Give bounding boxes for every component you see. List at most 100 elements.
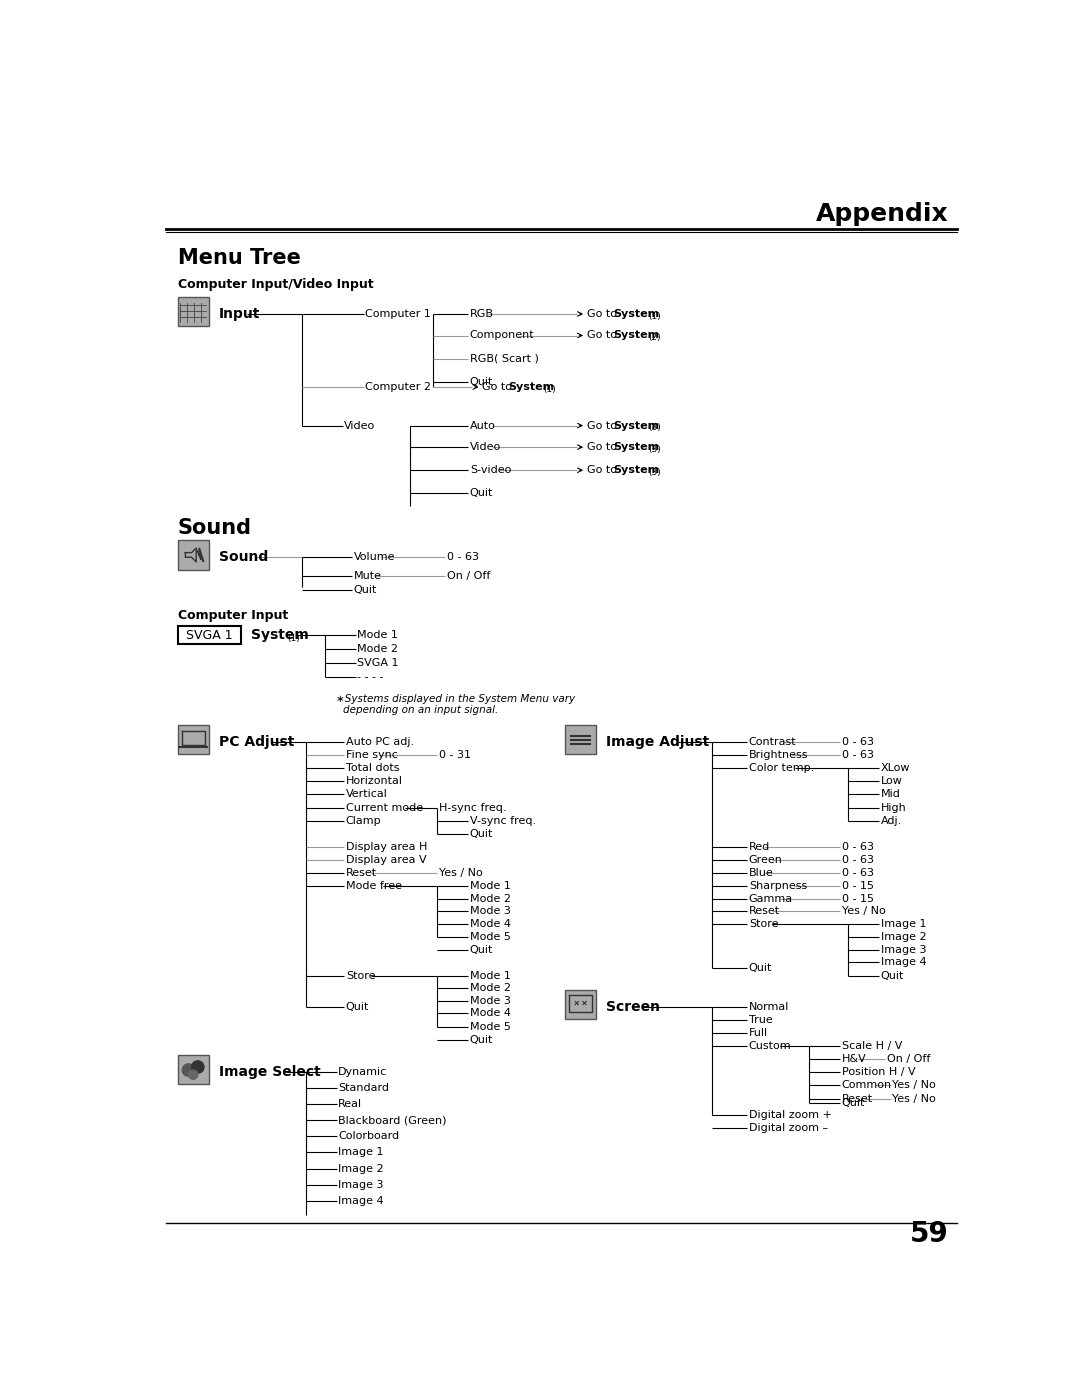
FancyBboxPatch shape	[177, 298, 208, 327]
Text: Scale H / V: Scale H / V	[841, 1041, 902, 1051]
Text: Store: Store	[346, 971, 376, 981]
Text: Quit: Quit	[880, 971, 904, 981]
Text: Go to: Go to	[482, 383, 516, 393]
Text: Sound: Sound	[218, 550, 268, 564]
Text: Real: Real	[338, 1099, 362, 1109]
Text: Reset: Reset	[346, 868, 377, 877]
Text: Horizontal: Horizontal	[346, 777, 403, 787]
Text: 0 - 63: 0 - 63	[841, 738, 874, 747]
Text: Go to: Go to	[586, 465, 620, 475]
Text: Auto PC adj.: Auto PC adj.	[346, 738, 414, 747]
Text: Brightness: Brightness	[748, 750, 808, 760]
Text: Common: Common	[841, 1080, 892, 1091]
Text: Screen: Screen	[606, 1000, 660, 1014]
Text: Total dots: Total dots	[346, 763, 400, 774]
Text: 0 - 63: 0 - 63	[841, 750, 874, 760]
Text: (3): (3)	[648, 446, 661, 454]
Text: Display area V: Display area V	[346, 855, 427, 865]
Text: depending on an input signal.: depending on an input signal.	[342, 705, 498, 715]
Text: Quit: Quit	[346, 1002, 369, 1011]
Text: Image 3: Image 3	[338, 1180, 383, 1190]
Text: Mode 5: Mode 5	[470, 932, 511, 942]
Text: Sound: Sound	[177, 518, 252, 538]
Text: Quit: Quit	[748, 964, 772, 974]
Text: Reset: Reset	[841, 1094, 873, 1104]
Text: H&V: H&V	[841, 1055, 866, 1065]
Text: Quit: Quit	[470, 944, 494, 956]
Text: XLow: XLow	[880, 763, 910, 774]
Text: Clamp: Clamp	[346, 816, 381, 826]
Text: System: System	[613, 331, 659, 341]
Text: Reset: Reset	[748, 907, 780, 916]
Text: Vertical: Vertical	[346, 789, 388, 799]
Text: Quit: Quit	[470, 488, 494, 497]
Text: Standard: Standard	[338, 1083, 389, 1092]
Text: System: System	[509, 383, 555, 393]
Text: 0 - 63: 0 - 63	[841, 855, 874, 865]
FancyBboxPatch shape	[565, 990, 596, 1020]
Text: Mode 2: Mode 2	[357, 644, 399, 654]
Text: Green: Green	[748, 855, 783, 865]
Text: SVGA 1: SVGA 1	[357, 658, 399, 668]
Text: Mode 4: Mode 4	[470, 1009, 511, 1018]
Text: Mode 5: Mode 5	[470, 1023, 511, 1032]
Text: Auto: Auto	[470, 420, 496, 430]
Text: Menu Tree: Menu Tree	[177, 249, 300, 268]
Text: Sharpness: Sharpness	[748, 882, 807, 891]
Text: Image 1: Image 1	[338, 1147, 383, 1158]
Text: 0 - 31: 0 - 31	[438, 750, 471, 760]
Text: Gamma: Gamma	[748, 894, 793, 904]
FancyBboxPatch shape	[177, 725, 208, 754]
Text: Blackboard (Green): Blackboard (Green)	[338, 1115, 446, 1125]
Text: (3): (3)	[648, 468, 661, 476]
Text: Image 2: Image 2	[880, 932, 927, 942]
Text: (2): (2)	[648, 334, 661, 342]
Text: Colorboard: Colorboard	[338, 1132, 400, 1141]
Text: Mode 2: Mode 2	[470, 983, 511, 993]
Text: Mute: Mute	[353, 571, 381, 581]
Text: True: True	[748, 1016, 772, 1025]
Text: Image 4: Image 4	[880, 957, 927, 967]
Text: 59: 59	[910, 1220, 948, 1248]
Text: Volume: Volume	[353, 552, 395, 562]
Text: Yes / No: Yes / No	[892, 1080, 936, 1091]
Text: Go to: Go to	[586, 441, 620, 453]
Text: System: System	[613, 465, 659, 475]
Circle shape	[189, 1070, 198, 1080]
Text: System: System	[613, 441, 659, 453]
Text: (1): (1)	[543, 386, 556, 394]
Text: Display area H: Display area H	[346, 842, 428, 852]
Text: Computer Input/Video Input: Computer Input/Video Input	[177, 278, 374, 291]
Text: - - - -: - - - -	[357, 672, 383, 682]
FancyBboxPatch shape	[565, 725, 596, 754]
Text: Digital zoom –: Digital zoom –	[748, 1123, 828, 1133]
Text: Mode 2: Mode 2	[470, 894, 511, 904]
Text: 0 - 15: 0 - 15	[841, 882, 874, 891]
Text: H-sync freq.: H-sync freq.	[438, 802, 507, 813]
Text: Image 2: Image 2	[338, 1164, 383, 1173]
FancyBboxPatch shape	[177, 1055, 208, 1084]
Text: Go to: Go to	[586, 420, 620, 430]
Text: PC Adjust: PC Adjust	[218, 735, 294, 749]
FancyBboxPatch shape	[177, 541, 208, 570]
Text: Quit: Quit	[470, 1035, 494, 1045]
Text: Computer 1: Computer 1	[365, 309, 431, 319]
Text: Image 3: Image 3	[880, 944, 926, 956]
Text: Contrast: Contrast	[748, 738, 796, 747]
Text: Mode 3: Mode 3	[470, 996, 511, 1006]
Text: RGB( Scart ): RGB( Scart )	[470, 353, 539, 363]
Text: (1): (1)	[648, 312, 661, 321]
Circle shape	[191, 1060, 204, 1073]
Text: 0 - 15: 0 - 15	[841, 894, 874, 904]
Text: Normal: Normal	[748, 1002, 789, 1011]
Text: Fine sync: Fine sync	[346, 750, 397, 760]
Text: Mode 4: Mode 4	[470, 919, 511, 929]
Text: Mode 3: Mode 3	[470, 907, 511, 916]
Text: Mode 1: Mode 1	[470, 971, 511, 981]
Text: Yes / No: Yes / No	[892, 1094, 936, 1104]
Text: Quit: Quit	[470, 828, 494, 838]
Text: 0 - 63: 0 - 63	[841, 868, 874, 877]
Text: Blue: Blue	[748, 868, 773, 877]
Text: System: System	[613, 420, 659, 430]
Text: RGB: RGB	[470, 309, 494, 319]
